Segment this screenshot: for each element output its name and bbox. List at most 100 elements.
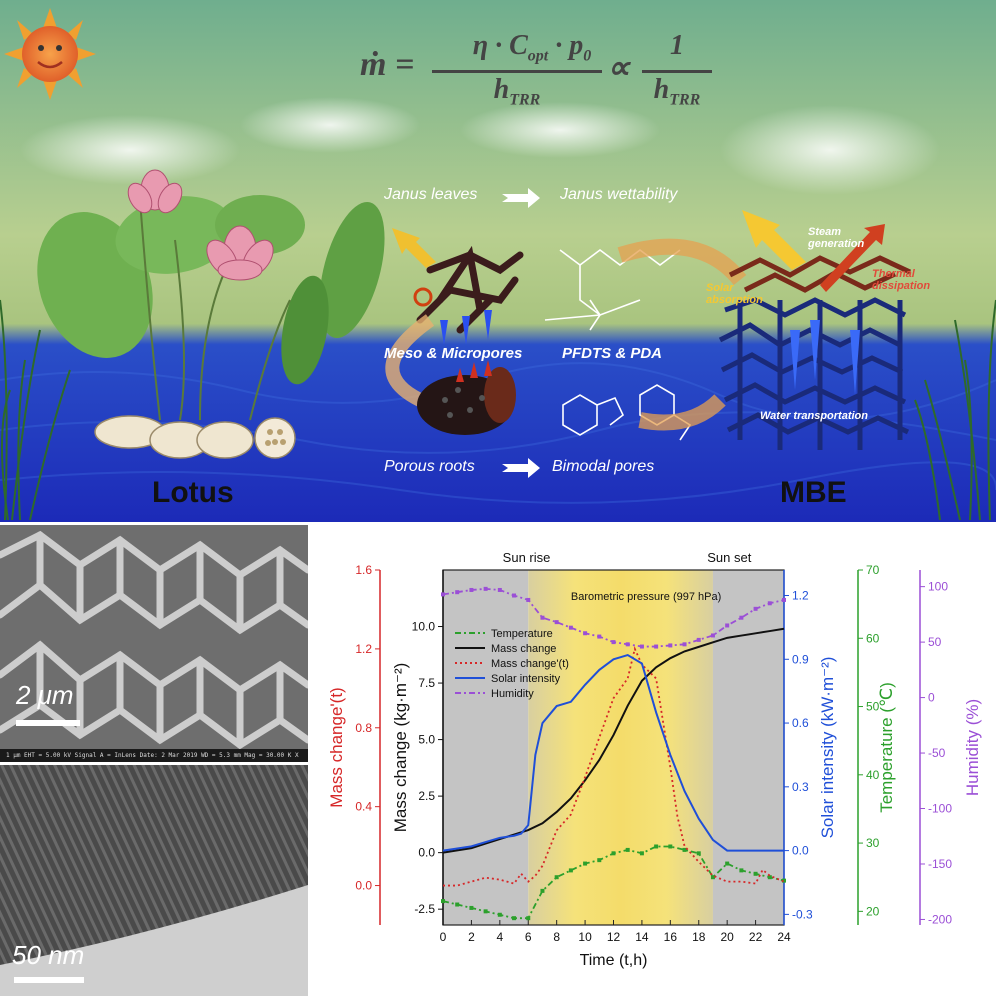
series-point-temperature	[682, 847, 687, 852]
y-axis-label-temperature: Temperature (℃)	[877, 682, 896, 813]
y-tick-label-mass_change: 0.0	[418, 846, 435, 860]
series-point-humidity	[469, 587, 474, 592]
y-tick-label-mass_change_t: 0.4	[355, 800, 372, 814]
legend-entry: Mass change	[491, 643, 556, 655]
mbe-network-icon	[718, 255, 912, 450]
series-point-humidity	[725, 623, 730, 628]
legend-entry: Humidity	[491, 688, 534, 700]
series-point-humidity	[639, 644, 644, 649]
x-tick-label: 22	[749, 930, 763, 944]
y-tick-label-humidity: -200	[928, 912, 952, 926]
y-tick-label-solar: 0.6	[792, 716, 809, 730]
series-point-temperature	[753, 871, 758, 876]
x-axis-label: Time (t,h)	[580, 952, 648, 969]
series-point-humidity	[483, 586, 488, 591]
x-tick-label: 24	[777, 930, 791, 944]
series-point-humidity	[568, 625, 573, 630]
series-point-temperature	[455, 902, 460, 907]
x-tick-label: 16	[664, 930, 678, 944]
x-tick-label: 4	[496, 930, 503, 944]
series-point-temperature	[512, 916, 517, 921]
y-tick-label-humidity: 50	[928, 635, 942, 649]
x-tick-label: 14	[635, 930, 649, 944]
foam-texture	[0, 525, 308, 762]
day-band	[528, 570, 713, 925]
eq-proportional: ∝	[607, 49, 630, 85]
series-point-humidity	[583, 631, 588, 636]
lotus-label: Lotus	[152, 476, 234, 509]
series-line-mass-change	[442, 627, 785, 854]
series-point-humidity	[497, 587, 502, 592]
y-tick-label-mass_change_t: 0.0	[355, 879, 372, 893]
series-point-temperature	[739, 868, 744, 873]
y-tick-label-solar: 0.3	[792, 780, 809, 794]
series-point-temperature	[625, 847, 630, 852]
series-point-temperature	[483, 909, 488, 914]
y-tick-label-temperature: 20	[866, 904, 880, 918]
series-point-temperature	[710, 875, 715, 880]
solar-label: Solar absorption	[706, 282, 763, 306]
night-band-right	[712, 570, 784, 925]
series-point-temperature	[696, 851, 701, 856]
series-point-temperature	[441, 899, 445, 904]
pores-label: Meso & Micropores	[384, 345, 523, 362]
x-tick-label: 20	[720, 930, 734, 944]
concept-illustration: ṁ = η · Copt · p0 hTRR ∝ 1 hTRR Janus le…	[0, 0, 996, 522]
janus-leaves-label: Janus leaves	[384, 186, 478, 203]
thermal-arrow-icon	[820, 224, 885, 292]
series-point-temperature	[526, 916, 531, 921]
mbe-label: MBE	[780, 476, 847, 509]
chem-label: PFDTS & PDA	[562, 345, 663, 362]
y-tick-label-humidity: 0	[928, 691, 935, 705]
y-tick-label-mass_change: 5.0	[418, 733, 435, 747]
y-tick-label-temperature: 40	[866, 768, 880, 782]
night-band-left	[443, 570, 529, 925]
annotation-sunset: Sun set	[707, 550, 751, 565]
y-axis-label-solar: Solar intensity (kW·m⁻²)	[818, 657, 837, 839]
y-tick-label-temperature: 70	[866, 563, 880, 577]
series-point-humidity	[782, 597, 786, 602]
eq-fraction-bar	[432, 70, 602, 73]
y-tick-label-solar: 1.2	[792, 589, 809, 603]
eq-rhs-numerator: 1	[670, 30, 684, 61]
eq-denominator: hTRR	[493, 74, 541, 109]
y-tick-label-mass_change_t: 0.8	[355, 721, 372, 735]
legend-entry: Mass change'(t)	[491, 658, 569, 670]
series-point-humidity	[739, 615, 744, 620]
eq-rhs-bar	[642, 70, 712, 73]
y-axis-label-humidity: Humidity (%)	[963, 699, 982, 796]
series-point-humidity	[625, 642, 630, 647]
series-point-humidity	[441, 592, 445, 597]
mesopore-texture	[0, 765, 308, 996]
series-point-humidity	[526, 597, 531, 602]
y-tick-label-mass_change_t: 1.2	[355, 642, 372, 656]
sunlight-arrow-icon	[392, 228, 436, 268]
thermal-label: Thermal dissipation	[872, 268, 931, 292]
x-tick-label: 18	[692, 930, 706, 944]
series-point-humidity	[455, 590, 460, 595]
legend-entry: Solar intensity	[491, 673, 561, 685]
tem-micrograph: 50 nm	[0, 765, 308, 996]
x-tick-label: 10	[578, 930, 592, 944]
scale-label-bottom: 50 nm	[12, 940, 85, 970]
steam-label: Steam generation	[808, 226, 865, 250]
y-tick-label-temperature: 60	[866, 631, 880, 645]
sem-metadata: 1 μm EHT = 5.00 kV Signal A = InLens Dat…	[6, 752, 299, 759]
series-point-temperature	[497, 912, 502, 917]
series-point-humidity	[597, 634, 602, 639]
series-line-solar-intensity	[442, 653, 784, 852]
series-point-temperature	[611, 851, 616, 856]
series-line-mass-change-t-	[443, 646, 785, 887]
series-point-humidity	[668, 643, 673, 648]
series-point-humidity	[696, 637, 701, 642]
series-point-humidity	[654, 644, 659, 649]
sem-micrograph: 2 μm 1 μm EHT = 5.00 kV Signal A = InLen…	[0, 525, 308, 762]
chemical-structure-icon	[544, 249, 692, 441]
y-tick-label-humidity: 100	[928, 580, 948, 594]
y-tick-label-solar: -0.3	[792, 907, 813, 921]
y-tick-label-humidity: -100	[928, 802, 952, 816]
legend-entry: Temperature	[491, 628, 553, 640]
evaporation-chart: Sun rise Sun set Barometric pressure (997 …	[320, 525, 996, 996]
sun-icon	[4, 8, 96, 100]
series-point-temperature	[654, 844, 659, 849]
